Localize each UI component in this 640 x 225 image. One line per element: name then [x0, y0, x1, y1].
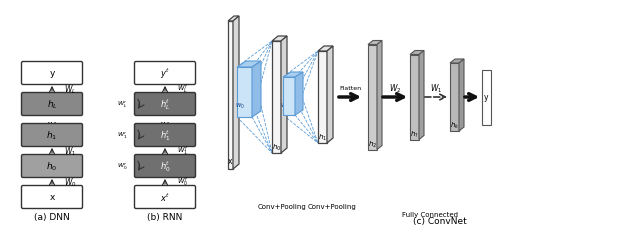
Text: $h_L^t$: $h_L^t$ — [160, 97, 170, 112]
Text: (b) RNN: (b) RNN — [147, 213, 182, 222]
Text: $h_0$: $h_0$ — [46, 160, 58, 173]
Text: $w_1$: $w_1$ — [280, 101, 290, 110]
Polygon shape — [228, 17, 239, 22]
Text: ...: ... — [159, 115, 170, 125]
Polygon shape — [318, 47, 333, 52]
Bar — [450, 64, 459, 131]
Polygon shape — [283, 73, 303, 78]
FancyBboxPatch shape — [22, 124, 83, 147]
Text: $h_k$: $h_k$ — [450, 120, 460, 130]
Text: $W_1^r$: $W_1^r$ — [116, 130, 127, 141]
Bar — [283, 78, 295, 115]
Polygon shape — [459, 60, 464, 131]
Text: $h_2$: $h_2$ — [368, 139, 377, 149]
FancyBboxPatch shape — [22, 93, 83, 116]
Polygon shape — [450, 60, 464, 64]
Bar — [482, 70, 491, 125]
Polygon shape — [368, 41, 382, 45]
Bar — [410, 55, 419, 140]
FancyBboxPatch shape — [134, 62, 195, 85]
Text: Conv+Pooling: Conv+Pooling — [257, 203, 306, 209]
Polygon shape — [419, 51, 424, 140]
Text: $h_L$: $h_L$ — [47, 98, 58, 111]
Text: $h_0$: $h_0$ — [272, 142, 281, 152]
FancyBboxPatch shape — [22, 186, 83, 209]
Text: $x^t$: $x^t$ — [160, 191, 170, 203]
Text: $W_L^f$: $W_L^f$ — [177, 83, 189, 96]
Text: y: y — [49, 69, 54, 78]
FancyBboxPatch shape — [134, 124, 195, 147]
Text: $h_1$: $h_1$ — [318, 132, 327, 142]
Text: x: x — [49, 193, 54, 202]
Text: $h_1$: $h_1$ — [46, 129, 58, 142]
FancyBboxPatch shape — [134, 155, 195, 178]
Bar — [228, 22, 233, 169]
Text: (a) DNN: (a) DNN — [34, 213, 70, 222]
Text: $y^t$: $y^t$ — [160, 67, 170, 81]
Text: Conv+Pooling: Conv+Pooling — [308, 203, 357, 209]
Polygon shape — [295, 73, 303, 115]
FancyBboxPatch shape — [134, 93, 195, 116]
Bar — [368, 45, 377, 150]
Polygon shape — [281, 37, 287, 153]
Text: $W_0^f$: $W_0^f$ — [177, 175, 189, 188]
Text: $W_L$: $W_L$ — [64, 83, 76, 95]
Text: $W_0^r$: $W_0^r$ — [116, 161, 127, 171]
Text: y: y — [484, 93, 489, 102]
Bar — [318, 52, 327, 143]
FancyBboxPatch shape — [22, 62, 83, 85]
Polygon shape — [252, 62, 261, 117]
Text: $h_0^t$: $h_0^t$ — [160, 159, 170, 174]
Polygon shape — [233, 17, 239, 169]
Text: $W_1$: $W_1$ — [430, 82, 442, 95]
Polygon shape — [377, 41, 382, 150]
Polygon shape — [272, 37, 287, 42]
Text: $W_L^r$: $W_L^r$ — [116, 99, 127, 110]
Text: $h_?$: $h_?$ — [410, 129, 419, 139]
Polygon shape — [237, 62, 261, 68]
Text: $w_0$: $w_0$ — [235, 101, 245, 110]
Text: ...: ... — [47, 115, 58, 125]
Text: x: x — [228, 157, 233, 166]
Text: Flatten: Flatten — [339, 86, 361, 91]
Text: (c) ConvNet: (c) ConvNet — [413, 216, 467, 225]
Text: Fully Connected: Fully Connected — [401, 211, 458, 217]
Bar — [272, 42, 281, 153]
Polygon shape — [410, 51, 424, 55]
Text: $W_0$: $W_0$ — [63, 176, 76, 188]
FancyBboxPatch shape — [134, 186, 195, 209]
Text: $h_1^t$: $h_1^t$ — [160, 128, 170, 143]
FancyBboxPatch shape — [22, 155, 83, 178]
Text: $W_1^f$: $W_1^f$ — [177, 144, 189, 157]
Text: $W_2$: $W_2$ — [388, 82, 401, 95]
Text: $W_1$: $W_1$ — [64, 145, 76, 157]
Polygon shape — [327, 47, 333, 143]
Bar — [237, 68, 252, 117]
